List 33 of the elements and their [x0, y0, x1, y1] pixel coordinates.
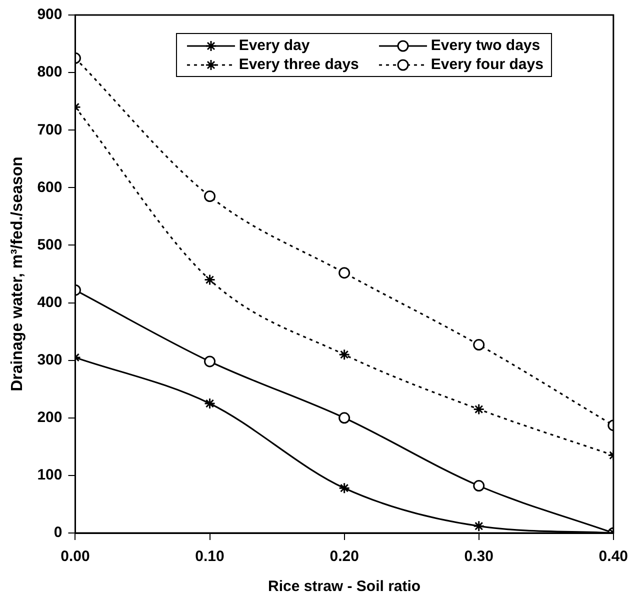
x-tick-label: 0.20 [330, 548, 359, 566]
y-tick-label: 800 [37, 64, 62, 81]
legend-label: Every four days [430, 56, 544, 73]
y-tick-label: 200 [37, 409, 62, 426]
point [338, 348, 350, 360]
point [473, 520, 485, 532]
x-axis-title: Rice straw - Soil ratio [268, 578, 421, 596]
legend-label: Every three days [238, 56, 359, 73]
y-tick-label: 500 [37, 236, 62, 254]
point [338, 267, 350, 279]
point [204, 398, 216, 410]
legend-label: Every day [238, 37, 310, 54]
point [473, 480, 485, 492]
point [204, 190, 216, 202]
point [338, 482, 350, 494]
y-axis-title: Drainage water, m³/fed./season [9, 156, 26, 392]
y-tick-label: 700 [37, 121, 62, 138]
y-tick-label: 400 [37, 294, 62, 311]
x-tick-label: 0.00 [60, 548, 90, 566]
x-tick-label: 0.10 [195, 548, 224, 566]
point [204, 356, 216, 368]
point [204, 274, 216, 286]
y-tick-label: 0 [54, 524, 62, 542]
point [473, 339, 485, 351]
y-tick-label: 900 [37, 6, 62, 24]
y-tick-label: 300 [37, 351, 62, 368]
legend-label: Every two days [430, 37, 540, 54]
x-tick-label: 0.40 [598, 548, 628, 566]
y-tick-label: 100 [37, 466, 62, 484]
point [338, 412, 350, 424]
x-tick-label: 0.30 [464, 548, 494, 566]
y-tick-label: 600 [37, 178, 62, 196]
point [473, 404, 485, 416]
